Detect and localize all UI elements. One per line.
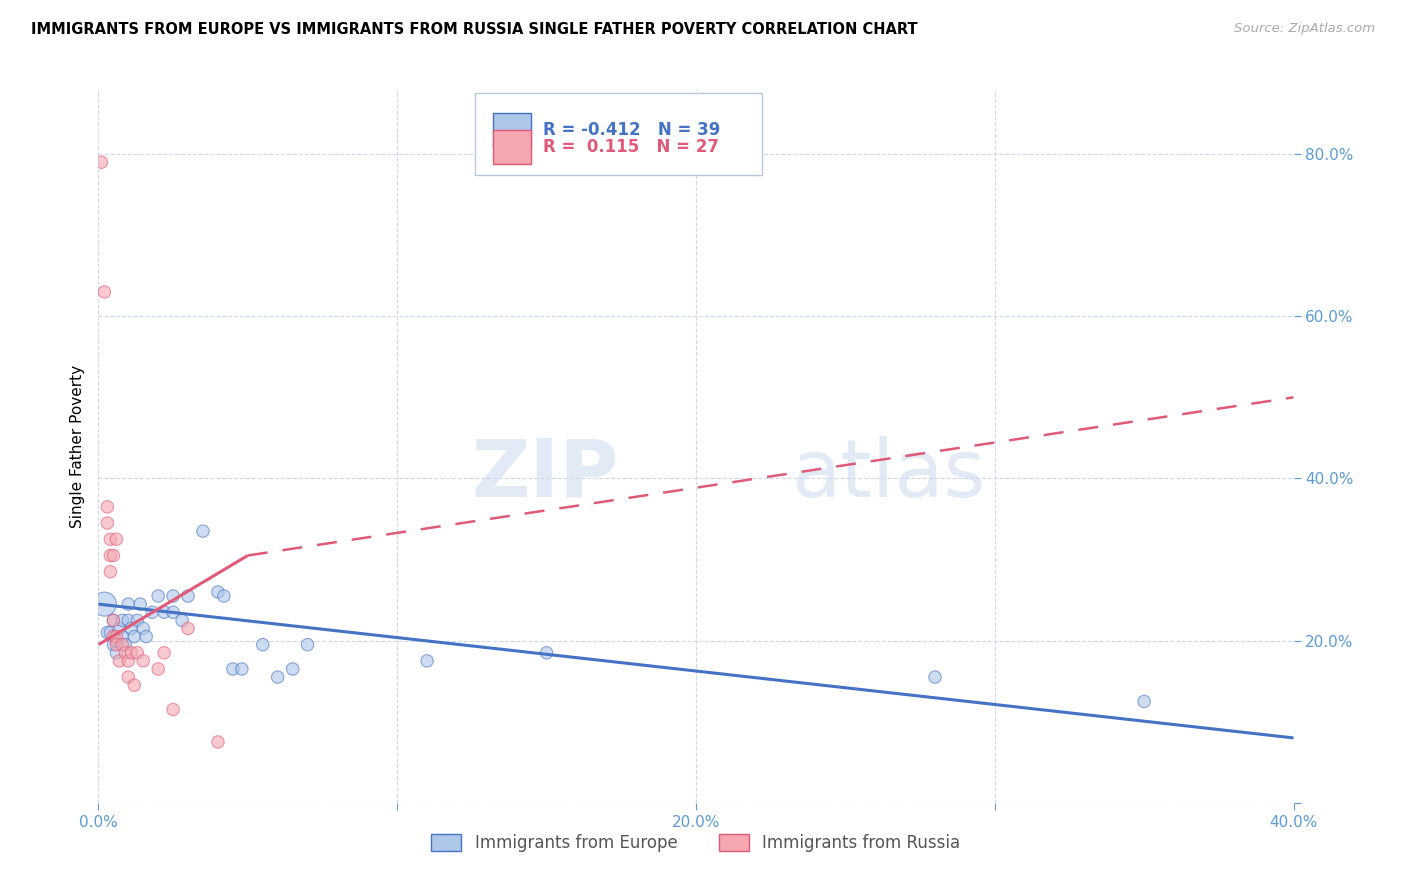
Point xyxy=(207,735,229,749)
Point xyxy=(98,549,122,563)
Point xyxy=(111,638,134,652)
Bar xyxy=(494,113,531,147)
Point xyxy=(127,613,149,627)
Point xyxy=(117,670,139,684)
Point xyxy=(114,638,136,652)
Point xyxy=(105,630,128,644)
Point xyxy=(212,589,235,603)
Point xyxy=(111,630,134,644)
Point xyxy=(153,605,176,619)
Point xyxy=(117,613,139,627)
Point xyxy=(108,622,131,636)
Point xyxy=(177,622,200,636)
Point xyxy=(177,589,200,603)
Text: Source: ZipAtlas.com: Source: ZipAtlas.com xyxy=(1234,22,1375,36)
Point xyxy=(281,662,304,676)
Point xyxy=(103,630,125,644)
Point xyxy=(96,625,118,640)
Point xyxy=(98,533,122,547)
Legend: Immigrants from Europe, Immigrants from Russia: Immigrants from Europe, Immigrants from … xyxy=(425,827,967,859)
Point xyxy=(1133,694,1156,708)
Text: atlas: atlas xyxy=(792,435,986,514)
Point xyxy=(416,654,439,668)
Point xyxy=(98,565,122,579)
Point xyxy=(132,654,155,668)
Point xyxy=(103,549,125,563)
Point xyxy=(191,524,214,538)
Point xyxy=(536,646,558,660)
Point xyxy=(207,585,229,599)
Point xyxy=(117,654,139,668)
Point xyxy=(267,670,290,684)
Text: R =  0.115   N = 27: R = 0.115 N = 27 xyxy=(543,138,718,156)
Point xyxy=(117,597,139,611)
Point xyxy=(103,638,125,652)
Point xyxy=(148,589,170,603)
Point xyxy=(141,605,163,619)
Point xyxy=(120,622,142,636)
Point xyxy=(93,285,115,299)
Point xyxy=(222,662,245,676)
Point xyxy=(162,702,184,716)
Point xyxy=(132,622,155,636)
Point xyxy=(297,638,319,652)
Point xyxy=(162,605,184,619)
Text: IMMIGRANTS FROM EUROPE VS IMMIGRANTS FROM RUSSIA SINGLE FATHER POVERTY CORRELATI: IMMIGRANTS FROM EUROPE VS IMMIGRANTS FRO… xyxy=(31,22,918,37)
Point xyxy=(96,500,118,514)
Point xyxy=(96,516,118,530)
Point xyxy=(924,670,946,684)
Point xyxy=(105,633,128,648)
Point xyxy=(111,613,134,627)
Point xyxy=(93,597,115,611)
Point xyxy=(153,646,176,660)
Point xyxy=(114,646,136,660)
Bar xyxy=(494,130,531,164)
FancyBboxPatch shape xyxy=(475,93,762,175)
Text: ZIP: ZIP xyxy=(471,435,619,514)
Point xyxy=(98,625,122,640)
Point xyxy=(105,638,128,652)
Point xyxy=(103,613,125,627)
Point xyxy=(162,589,184,603)
Point xyxy=(172,613,194,627)
Point xyxy=(90,155,112,169)
Y-axis label: Single Father Poverty: Single Father Poverty xyxy=(70,365,86,527)
Point xyxy=(124,630,146,644)
Point xyxy=(120,646,142,660)
Point xyxy=(108,654,131,668)
Point xyxy=(135,630,157,644)
Point xyxy=(148,662,170,676)
Point xyxy=(105,533,128,547)
Point xyxy=(124,678,146,692)
Point xyxy=(103,613,125,627)
Point xyxy=(231,662,253,676)
Point xyxy=(129,597,152,611)
Point xyxy=(127,646,149,660)
Point xyxy=(252,638,274,652)
Point xyxy=(105,646,128,660)
Text: R = -0.412   N = 39: R = -0.412 N = 39 xyxy=(543,121,720,139)
